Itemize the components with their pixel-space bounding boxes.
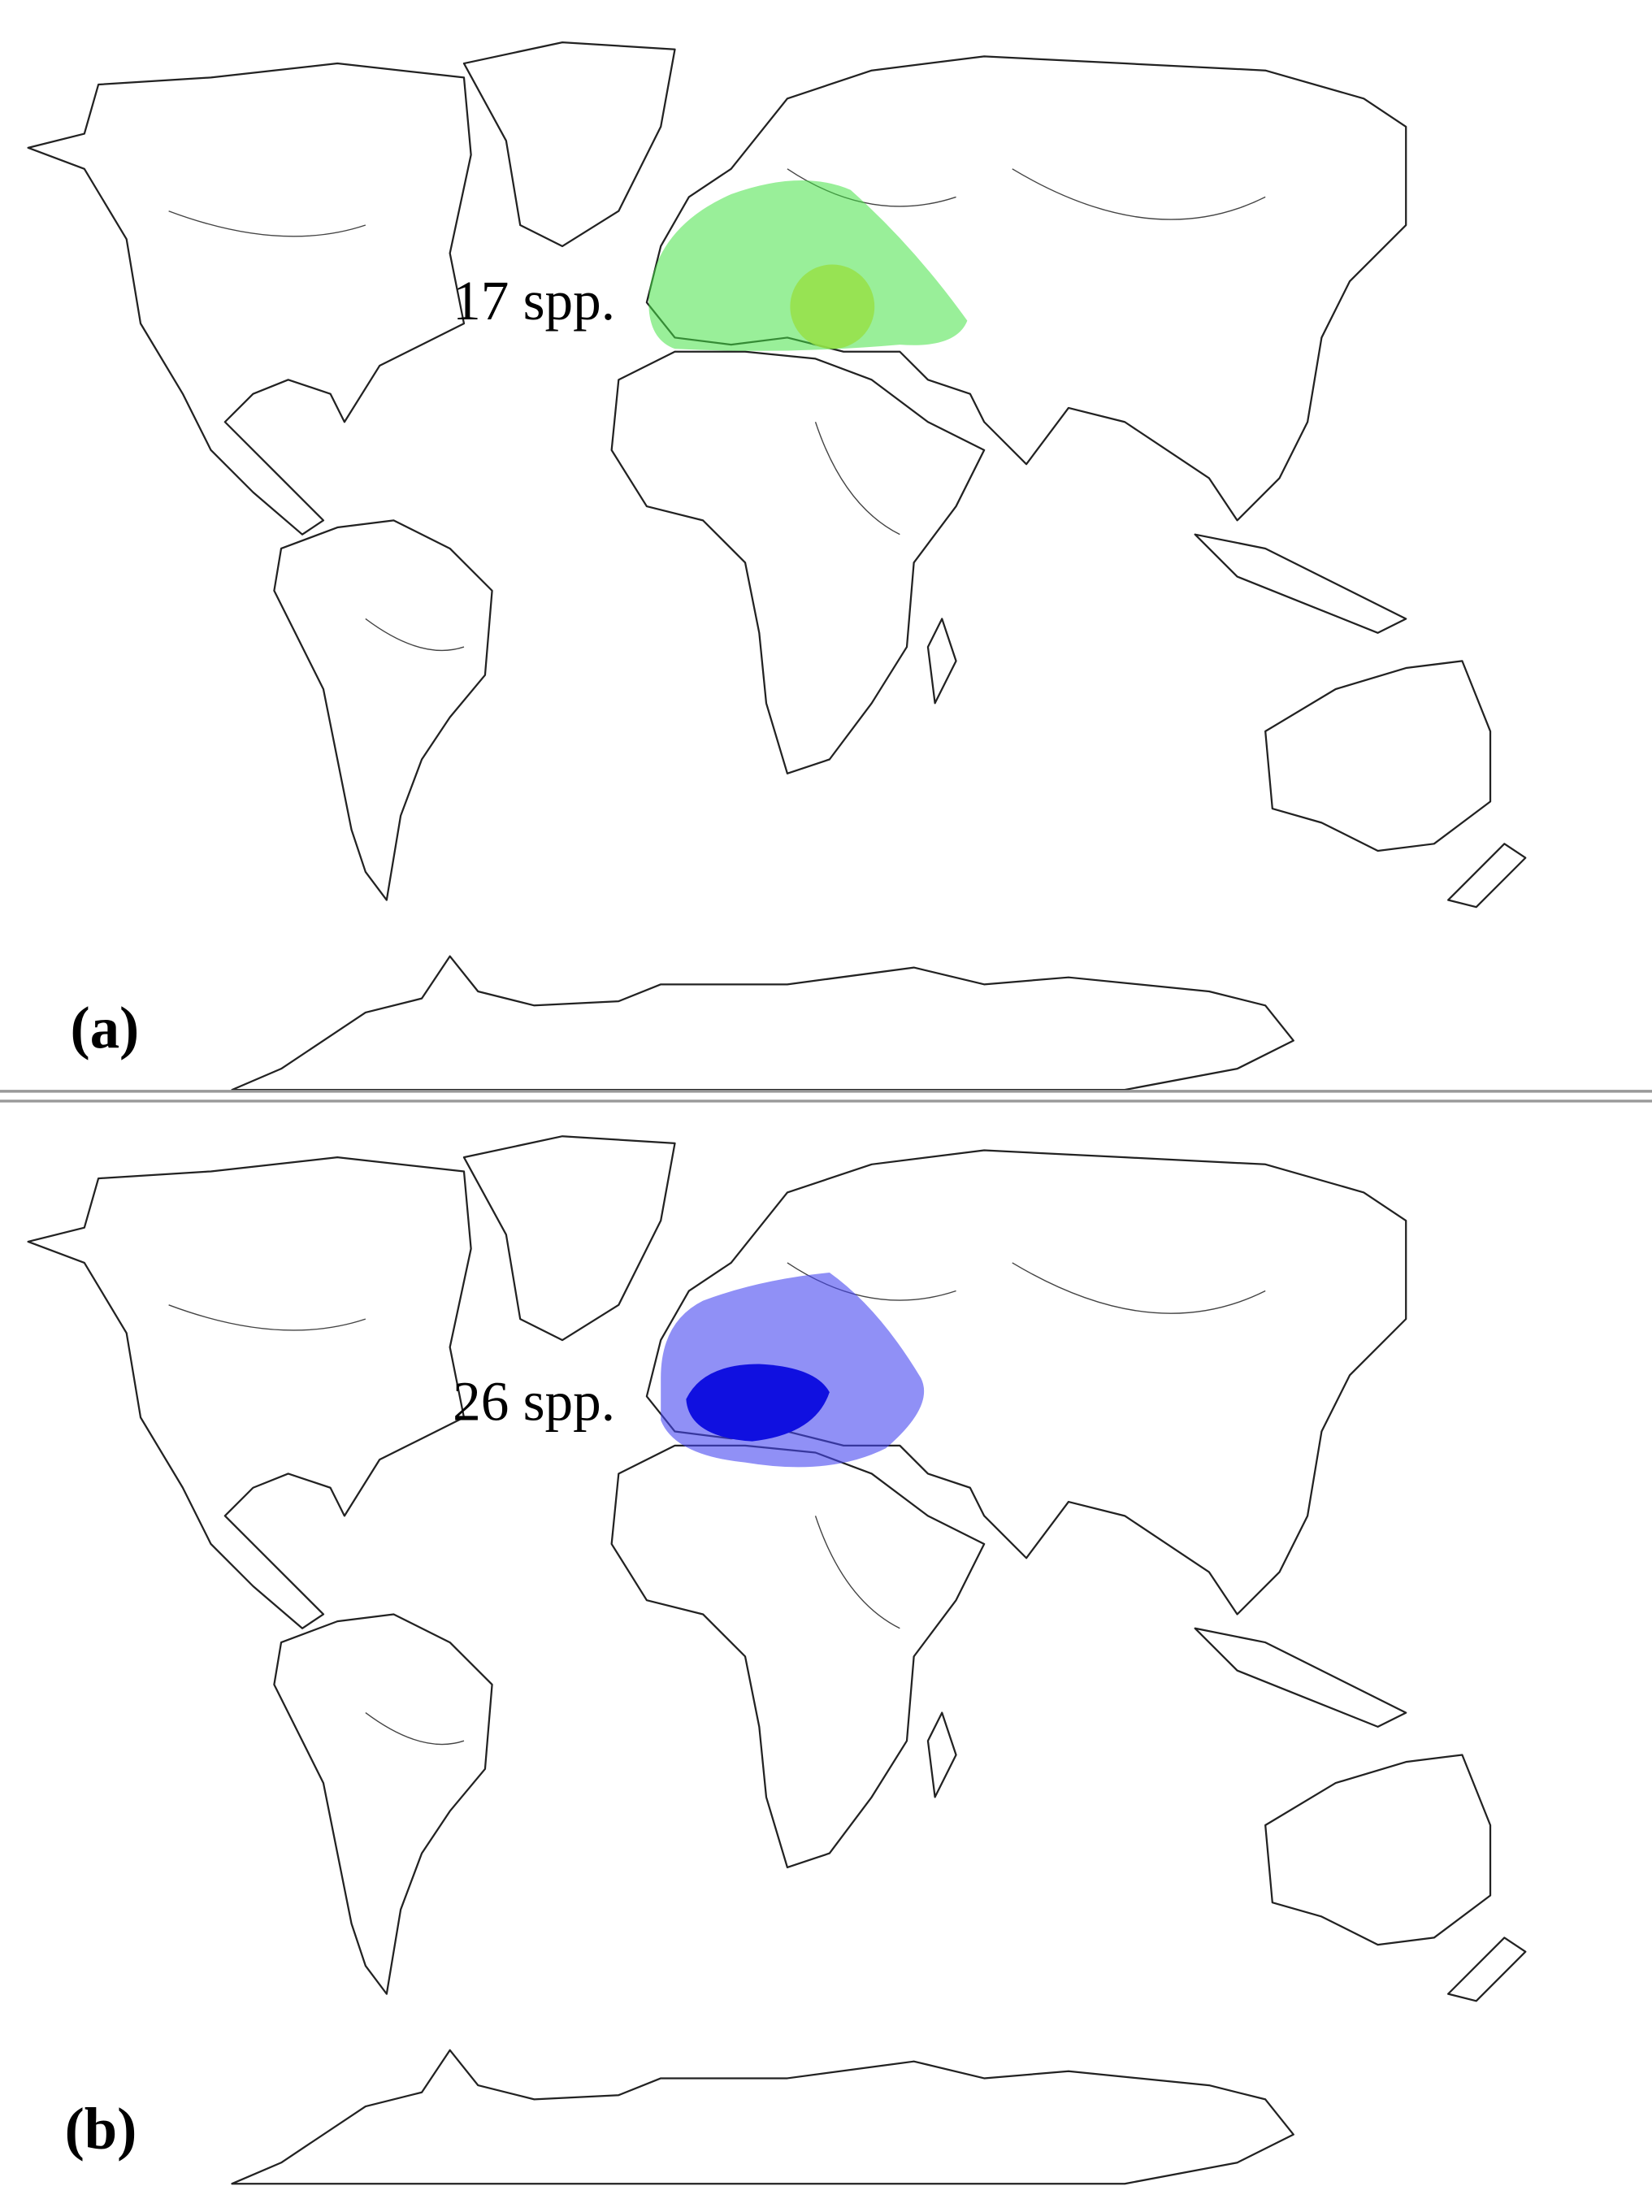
species-annotation: 26 spp. xyxy=(453,1370,615,1433)
species-annotation: 17 spp. xyxy=(453,269,615,332)
range-region xyxy=(648,180,968,351)
range-core xyxy=(686,1364,830,1442)
panel-label: (b) xyxy=(65,2096,137,2162)
range-core xyxy=(790,264,875,349)
map-panel-b: 26 spp. (b) xyxy=(27,1135,1527,2185)
panel-label: (a) xyxy=(71,995,140,1060)
map-panel-a: 17 spp. (a) xyxy=(27,41,1527,1091)
